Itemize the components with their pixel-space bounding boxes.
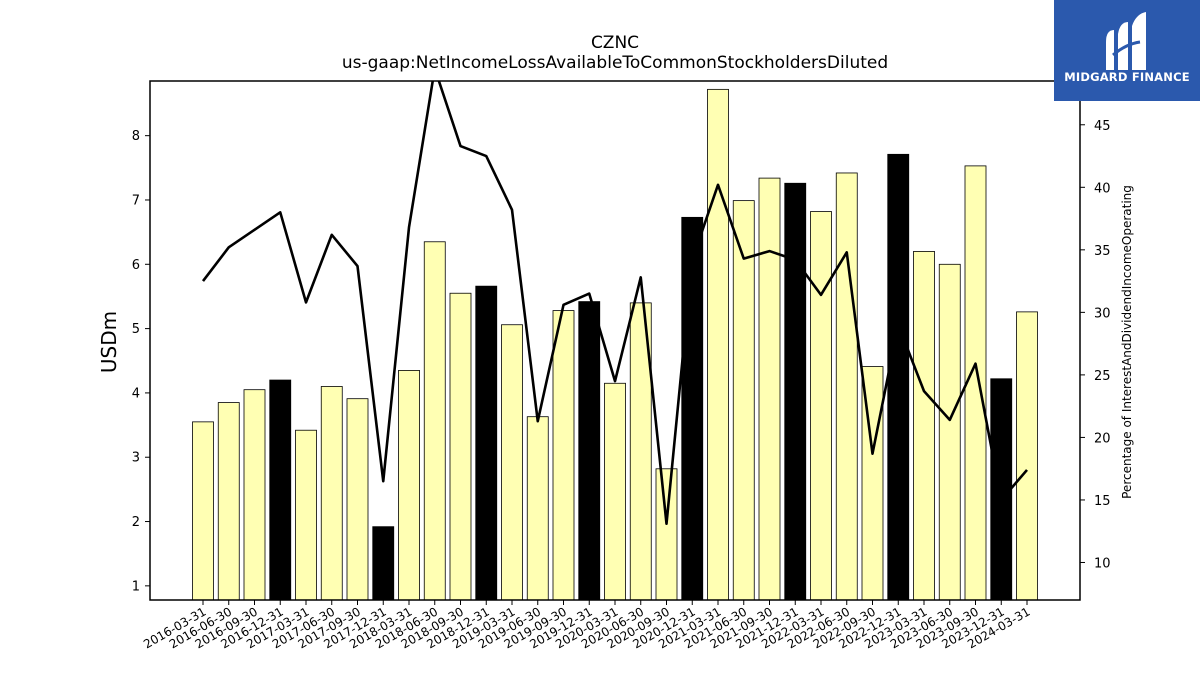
bar-2017-09-30 [346,398,369,601]
y2-tick-label: 30 [1094,306,1111,321]
bar-2016-03-31 [192,421,214,601]
bar-2023-12-31 [990,378,1013,601]
y-tick-label: 8 [132,129,140,144]
bar-2020-09-30 [655,468,678,601]
bar-2018-06-30 [423,241,446,601]
bar-2016-06-30 [217,402,240,601]
bar-2022-12-31 [887,153,910,601]
y2-tick-label: 35 [1094,244,1111,259]
y-tick-label: 6 [132,258,140,273]
bar-2018-03-31 [398,370,420,601]
bar-2024-03-31 [1016,311,1038,601]
bar-2017-03-31 [295,429,317,601]
bar-2021-12-31 [784,182,807,601]
brand-name: MIDGARD FINANCE [1064,70,1190,84]
y2-tick-label: 45 [1094,119,1111,134]
bar-2018-12-31 [475,285,498,601]
bar-2021-06-30 [732,200,755,601]
bar-2020-03-31 [604,382,626,601]
bar-2022-06-30 [835,172,858,601]
line-layer [201,81,1028,526]
y2-tick-label: 10 [1094,556,1111,571]
midgard-m-icon [1106,12,1146,70]
brand-logo: MIDGARD FINANCE [1054,0,1200,101]
y2-tick-label: 40 [1094,181,1111,196]
bar-2020-12-31 [681,216,704,601]
y-axis-label: USDm [97,311,121,373]
y-tick-label: 1 [132,579,140,594]
percentage-line [201,81,1028,526]
y-tick-label: 3 [132,451,140,466]
y2-axis-label: Percentage of InterestAndDividendIncomeO… [1120,185,1134,499]
bar-2023-06-30 [938,263,961,601]
bar-2023-03-31 [913,251,935,601]
bar-2017-06-30 [320,386,343,601]
bars-group [192,88,1038,601]
y-tick-label: 7 [132,193,140,208]
chart-title: CZNC [591,33,639,53]
x-axis: 2016-03-312016-06-302016-09-302016-12-31… [141,600,1033,651]
bar-2019-09-30 [552,310,575,601]
bar-2016-09-30 [243,389,266,601]
y-tick-label: 4 [132,386,140,401]
bar-2019-12-31 [578,301,601,601]
y2-tick-label: 20 [1094,431,1111,446]
bar-2019-06-30 [526,416,549,601]
y-tick-label: 5 [132,322,140,337]
bar-2016-12-31 [269,379,292,601]
y2-tick-label: 15 [1094,494,1111,509]
y-axis-left: 1 2 3 4 5 6 7 8 [132,129,150,594]
bar-2023-09-30 [964,165,987,601]
y-axis-right: 10 15 20 25 30 35 40 45 [1080,119,1111,571]
bar-2018-09-30 [449,292,472,601]
bar-2022-03-31 [810,211,832,601]
bar-2017-12-31 [372,526,395,601]
chart-subtitle: us-gaap:NetIncomeLossAvailableToCommonSt… [342,53,888,73]
bar-2019-03-31 [501,324,523,601]
bar-2021-09-30 [758,177,781,601]
y2-tick-label: 25 [1094,369,1111,384]
y-tick-label: 2 [132,515,140,530]
bar-2021-03-31 [707,88,729,601]
